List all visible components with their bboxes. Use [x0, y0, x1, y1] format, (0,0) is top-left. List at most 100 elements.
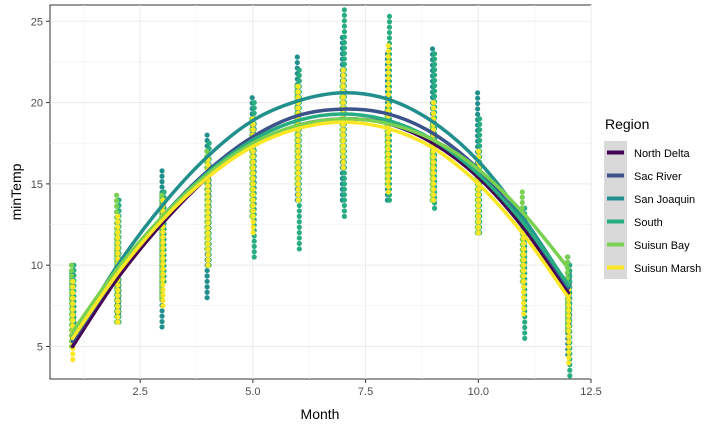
data-point [566, 302, 572, 308]
x-tick-label: 7.5 [358, 386, 373, 398]
data-point [295, 159, 301, 165]
data-point [519, 199, 525, 206]
series-curve-5 [70, 120, 571, 341]
data-point [566, 360, 572, 366]
data-point [385, 75, 391, 81]
data-point [296, 219, 302, 225]
x-axis-label: Month [301, 406, 340, 422]
data-point [341, 213, 347, 219]
data-point [340, 165, 346, 171]
data-point [430, 197, 437, 203]
data-point [475, 148, 482, 154]
data-point [430, 181, 437, 187]
data-point [522, 319, 528, 325]
data-point [340, 99, 346, 106]
data-point [341, 56, 347, 62]
data-point [250, 213, 256, 219]
data-point [567, 367, 573, 373]
data-point [70, 306, 76, 312]
data-point [341, 186, 347, 192]
data-point [341, 23, 347, 29]
data-point [115, 314, 121, 320]
data-point [250, 127, 256, 133]
data-point [431, 61, 438, 68]
data-point [340, 72, 346, 79]
data-point [566, 313, 572, 319]
data-point [431, 72, 438, 78]
data-point [205, 204, 211, 210]
data-point [566, 318, 572, 324]
y-tick-label: 15 [31, 179, 43, 191]
data-point [385, 173, 391, 179]
data-point [385, 48, 391, 54]
data-point [475, 95, 481, 101]
data-point [115, 240, 121, 246]
data-point [430, 175, 437, 182]
data-point [113, 198, 120, 204]
data-point [294, 59, 300, 66]
x-tick-label: 2.5 [133, 386, 148, 398]
data-point [475, 213, 482, 219]
data-point [385, 80, 391, 87]
data-point [251, 243, 257, 249]
data-point [521, 262, 527, 268]
data-point [115, 298, 121, 304]
data-point [475, 100, 481, 107]
data-point [159, 192, 165, 198]
data-point [250, 202, 256, 209]
data-point [519, 194, 525, 200]
data-point [475, 197, 482, 203]
data-point [296, 246, 302, 252]
data-point [296, 235, 302, 241]
data-point [250, 154, 256, 160]
data-point [205, 193, 211, 200]
data-point [566, 339, 572, 345]
y-tick-label: 10 [31, 260, 43, 272]
data-point [567, 373, 573, 379]
data-point [295, 154, 301, 160]
data-point [295, 181, 301, 187]
data-point [205, 188, 211, 194]
data-point [295, 143, 301, 149]
data-point [70, 312, 76, 318]
data-point [204, 148, 210, 154]
y-tick-label: 25 [31, 16, 43, 28]
data-point [206, 140, 212, 146]
data-point [340, 143, 346, 149]
data-point [341, 175, 347, 181]
plot-panel [49, 4, 592, 380]
data-point [475, 219, 482, 225]
data-point [295, 83, 301, 89]
data-point [159, 184, 165, 190]
data-point [477, 121, 483, 127]
legend-label: Suisun Bay [634, 240, 690, 252]
data-point [566, 323, 572, 329]
data-point [113, 209, 120, 215]
data-point [68, 262, 75, 268]
data-point [386, 19, 393, 25]
data-point [477, 132, 483, 138]
data-point [160, 303, 166, 309]
data-point [430, 165, 437, 171]
data-point [340, 94, 346, 100]
data-point [160, 255, 166, 261]
data-point [430, 99, 437, 106]
data-point [205, 220, 211, 226]
data-point [204, 278, 210, 285]
data-point [159, 308, 165, 314]
x-tick-label: 10.0 [468, 386, 489, 398]
data-point [296, 208, 302, 214]
data-point [204, 295, 210, 301]
data-point [70, 317, 76, 324]
data-point [113, 192, 120, 198]
data-point [566, 344, 572, 350]
data-point [430, 170, 437, 176]
data-point [475, 90, 481, 96]
data-point [115, 245, 121, 251]
data-point [340, 154, 346, 160]
data-point [521, 267, 527, 274]
data-point [341, 61, 347, 67]
data-point [341, 208, 347, 214]
axes: 2.5 5.0 7.5 10.0 12.5 5 10 15 20 25 [31, 16, 602, 398]
